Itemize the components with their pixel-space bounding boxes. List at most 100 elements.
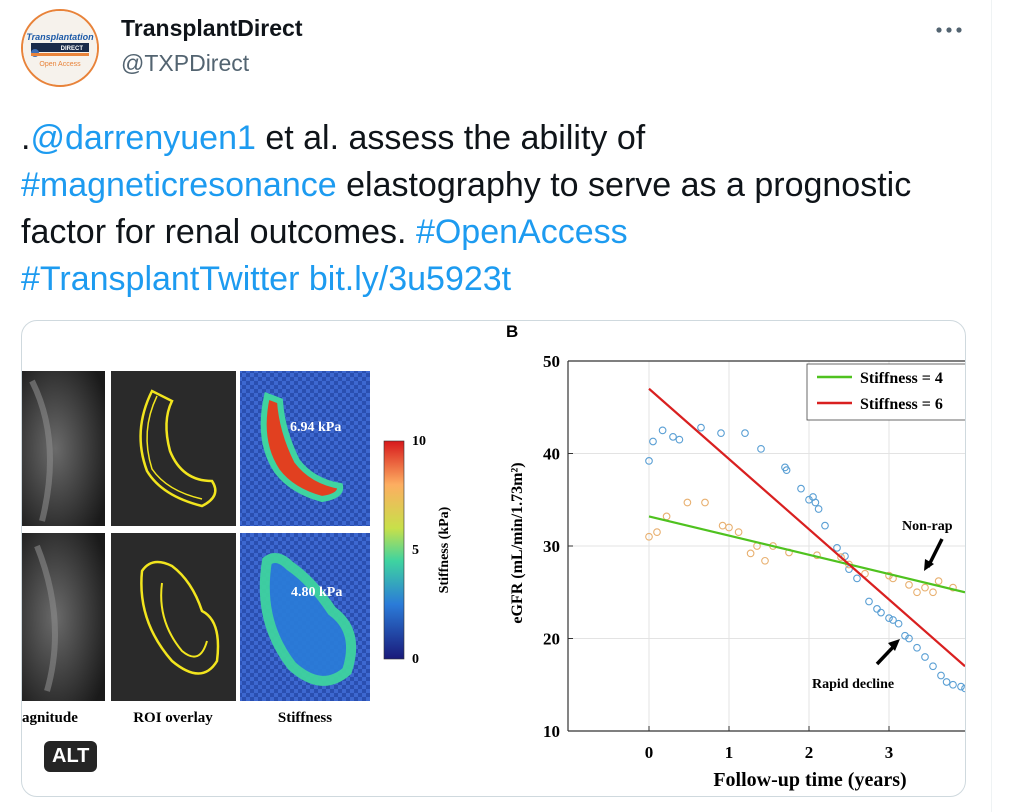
data-point-series-1 [913,643,921,652]
roi-overlay-top [111,371,236,526]
x-axis-label: Follow-up time (years) [713,769,906,791]
data-point-series-1 [649,437,657,446]
user-handle[interactable]: @TXPDirect [121,50,250,76]
y-axis-label: eGFR (mL/min/1.73m²) [509,462,526,623]
data-point-series-1 [645,457,653,465]
data-point-series-1 [942,678,951,686]
data-point-series-2 [653,528,661,536]
column-label-roi: ROI overlay [133,710,213,726]
data-point-series-1 [669,432,677,441]
egfr-plot: 10 20 30 40 50 0 1 2 3 [543,352,965,762]
url-link[interactable]: bit.ly/3u5923t [308,260,512,298]
y-tick-label: 50 [543,352,560,371]
legend-entry-2: Stiffness = 6 [860,396,943,413]
roi-overlay-bottom [111,533,236,701]
data-point-series-1 [658,426,667,435]
stiffness-map-top [240,371,370,526]
figure-image: 6.94 kPa 4.80 kPa 10 5 0 Stiffness (kPa)… [22,322,965,791]
avatar[interactable]: Transplantation DIRECT Open Access [21,9,99,87]
trend-line-2 [648,387,965,668]
panel-b-label: B [506,322,518,341]
data-point-series-1 [877,608,885,617]
y-tick-label: 20 [543,630,560,649]
hashtag-link-transplanttwitter[interactable]: #TransplantTwitter [21,260,300,298]
more-button[interactable] [930,16,966,44]
tweet-text: .@darrenyuen1 et al. assess the ability … [21,115,951,303]
magnitude-image-bottom [22,533,105,701]
data-point-series-1 [741,429,749,437]
data-point-series-1 [929,662,937,671]
legend-entry-1: Stiffness = 4 [860,370,943,387]
data-point-series-2 [701,498,709,507]
data-point-series-2 [645,532,653,541]
transplantation-direct-logo-icon: Transplantation DIRECT Open Access [23,11,97,85]
stiffness-map-bottom [240,533,370,701]
x-tick-label: 3 [885,743,894,762]
data-point-series-1 [797,484,805,493]
data-point-series-2 [683,498,692,507]
data-point-series-2 [718,521,727,530]
avatar-line1: Transplantation [26,32,94,42]
column-label-stiffness: Stiffness [278,710,332,726]
colorbar-tick-max: 10 [412,434,426,449]
y-tick-label: 30 [543,537,560,556]
alt-badge[interactable]: ALT [44,741,98,772]
data-point-series-1 [957,682,965,691]
y-tick-label: 40 [543,445,560,464]
x-tick-label: 2 [805,743,814,762]
annotation-non-rapid: Non-rap [902,519,953,534]
data-point-series-1 [889,616,897,624]
tweet-prefix: . [21,119,31,157]
data-point-series-1 [821,521,829,530]
hashtag-link-magneticresonance[interactable]: #magneticresonance [21,166,337,204]
data-point-series-2 [837,553,845,561]
media-attachment[interactable]: 6.94 kPa 4.80 kPa 10 5 0 Stiffness (kPa)… [21,320,966,797]
tweet-text-segment-1: et al. assess the ability of [255,119,646,157]
avatar-line2: DIRECT [61,46,84,52]
colorbar-label: Stiffness (kPa) [437,506,452,593]
stiffness-value-bottom: 4.80 kPa [291,585,342,600]
data-point-series-2 [921,583,929,592]
data-point-series-2 [913,588,921,597]
colorbar-tick-mid: 5 [412,543,419,558]
annotation-rapid-decline: Rapid decline [812,677,894,692]
data-point-series-2 [725,523,733,532]
tweet-text-segment-2: elastography to serve as a prognostic fa… [21,166,912,251]
timeline-border [991,0,992,812]
data-point-series-1 [905,634,913,643]
data-point-series-1 [949,680,957,689]
data-point-series-2 [746,549,755,558]
trend-line-1 [648,515,965,594]
more-horizontal-icon [936,27,962,33]
data-point-series-1 [811,498,820,507]
x-tick-label: 1 [725,743,734,762]
data-point-series-1 [717,429,725,437]
data-point-series-1 [697,423,705,432]
data-point-series-1 [961,684,965,693]
data-point-series-2 [734,528,743,536]
avatar-line3: Open Access [39,61,81,68]
y-tick-label: 10 [543,722,560,741]
stiffness-value-top: 6.94 kPa [290,420,341,435]
data-point-series-2 [929,588,937,597]
data-point-series-1 [894,619,903,628]
colorbar [383,440,405,660]
colorbar-tick-min: 0 [412,652,419,667]
data-point-series-2 [934,577,943,586]
magnitude-image-top [22,371,105,526]
data-point-series-1 [675,435,684,444]
data-point-series-2 [905,581,913,589]
data-point-series-1 [937,671,945,680]
data-point-series-1 [757,445,765,453]
data-point-series-1 [921,653,929,661]
display-name[interactable]: TransplantDirect [121,15,303,41]
data-point-series-1 [885,614,893,623]
mention-link[interactable]: @darrenyuen1 [30,119,256,157]
column-label-magnitude: agnitude [22,710,78,726]
data-point-series-1 [833,544,841,552]
hashtag-link-openaccess[interactable]: #OpenAccess [415,213,628,251]
data-point-series-1 [782,466,791,474]
chart-legend: Stiffness = 4 Stiffness = 6 [806,363,965,421]
data-point-series-1 [865,597,873,606]
data-point-series-2 [662,512,671,521]
